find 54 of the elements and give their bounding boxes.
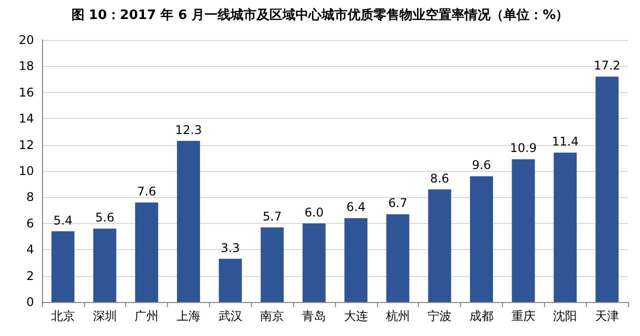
data-label: 5.4 [53, 213, 72, 228]
data-label: 3.3 [220, 240, 240, 255]
x-tick-label: 青岛 [302, 309, 326, 323]
bar [218, 258, 242, 302]
data-label: 8.6 [430, 171, 450, 186]
data-label: 9.6 [472, 158, 492, 172]
bar [93, 228, 116, 302]
x-tick-label: 南京 [260, 309, 284, 323]
x-tick-label: 杭州 [384, 309, 410, 323]
bar [51, 231, 74, 302]
y-tick-label: 4 [26, 242, 34, 257]
data-label: 5.6 [95, 210, 114, 225]
y-tick-label: 20 [18, 33, 34, 47]
data-label: 12.3 [175, 122, 202, 137]
y-tick-label: 10 [18, 164, 34, 178]
x-tick-label: 宁波 [428, 309, 452, 323]
y-tick-label: 0 [26, 295, 34, 309]
x-tick-label: 沈阳 [553, 309, 578, 323]
bar [428, 189, 452, 302]
y-tick-label: 14 [18, 112, 34, 126]
y-tick-label: 8 [26, 190, 34, 204]
x-tick-label: 成都 [470, 309, 494, 323]
x-tick-label: 广州 [134, 309, 159, 323]
bar [596, 76, 619, 302]
x-tick-label: 重庆 [511, 309, 536, 323]
data-label: 6.7 [388, 196, 408, 210]
bar [554, 152, 577, 302]
data-label: 11.4 [552, 134, 579, 149]
bar [260, 227, 284, 302]
bar [176, 140, 200, 302]
bar [386, 214, 410, 302]
y-tick-label: 16 [18, 85, 34, 100]
x-tick-label: 大连 [344, 309, 368, 323]
data-label: 7.6 [137, 184, 156, 198]
bar [135, 202, 158, 302]
y-tick-label: 12 [18, 138, 34, 152]
x-tick-label: 深圳 [92, 309, 117, 323]
data-label: 6.0 [304, 205, 324, 220]
data-label: 17.2 [594, 58, 620, 73]
x-tick-label: 武汉 [218, 309, 242, 323]
data-label: 6.4 [346, 200, 366, 214]
y-tick-label: 18 [18, 59, 34, 74]
chart-title: 图 10：2017 年 6 月一线城市及区域中心城市优质零售物业空置率情况（单位：%） [71, 7, 569, 23]
data-label: 10.9 [510, 141, 537, 156]
x-tick-label: 天津 [595, 309, 620, 323]
bar [512, 159, 535, 302]
bar [344, 218, 368, 302]
x-tick-label: 北京 [50, 309, 75, 323]
bar [302, 223, 326, 302]
x-tick-label: 上海 [176, 309, 200, 323]
data-label: 5.7 [262, 209, 282, 224]
bar [470, 176, 494, 302]
y-tick-label: 6 [26, 216, 34, 230]
y-tick-label: 2 [26, 268, 34, 283]
